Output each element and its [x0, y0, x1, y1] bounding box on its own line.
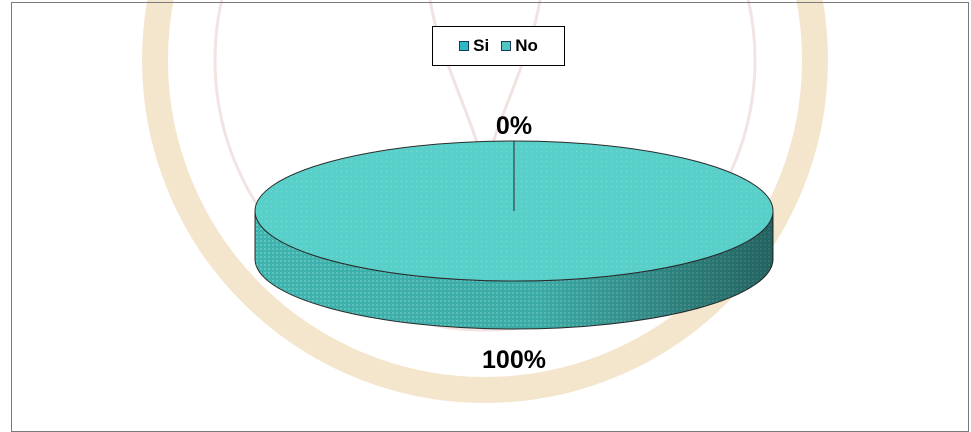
data-label-no: 0%	[495, 112, 533, 140]
legend-swatch-si	[459, 41, 470, 51]
pie-side-shading	[255, 211, 773, 329]
legend-label-no: No	[515, 36, 538, 55]
legend-swatch-no	[501, 41, 512, 51]
legend: Si No	[432, 26, 565, 66]
legend-label-si: Si	[473, 36, 490, 55]
data-label-si: 100%	[482, 346, 546, 374]
legend-item-no: No	[501, 36, 538, 56]
legend-item-si: Si	[459, 36, 489, 56]
